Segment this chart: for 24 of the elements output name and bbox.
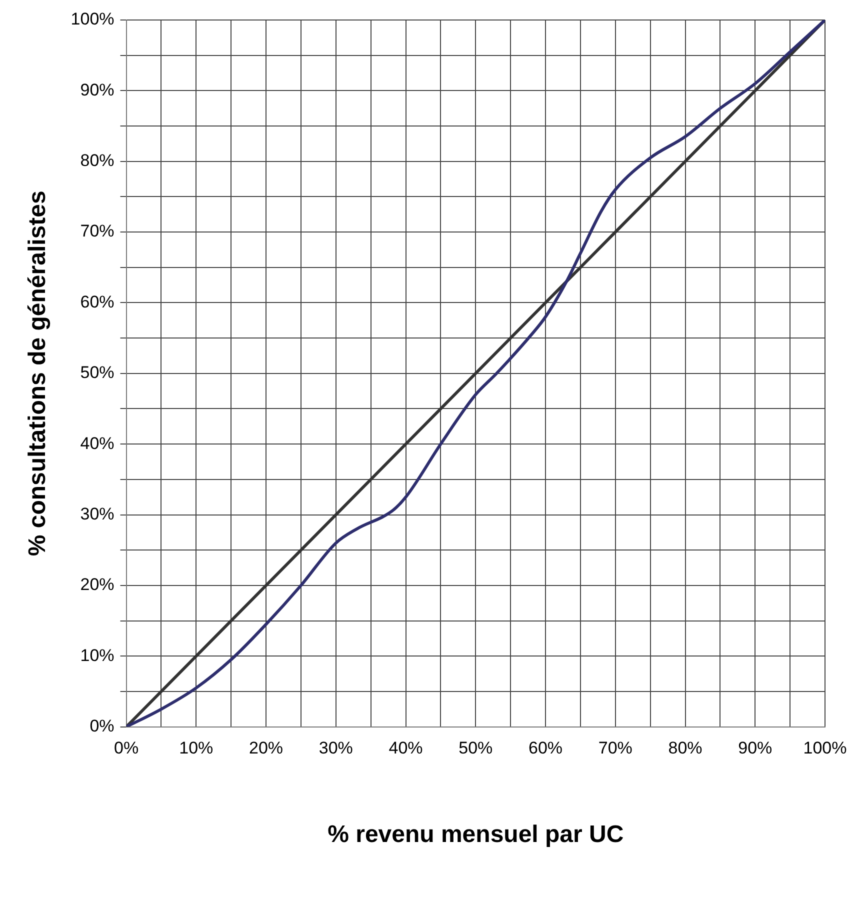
x-tick-label: 40% — [388, 738, 423, 758]
y-tick-label: 20% — [80, 575, 114, 594]
y-tick-label: 10% — [80, 646, 114, 665]
y-tick-label: 70% — [80, 222, 114, 241]
y-tick-label: 50% — [80, 363, 114, 382]
y-tick-label: 60% — [80, 292, 114, 312]
x-tick-label: 90% — [738, 738, 772, 758]
x-tick-label: 10% — [179, 738, 214, 758]
x-tick-label: 30% — [318, 738, 353, 758]
x-tick-label: 80% — [668, 738, 702, 758]
y-tick-label: 80% — [80, 151, 114, 170]
x-axis-title: % revenu mensuel par UC — [328, 821, 624, 848]
y-tick-label: 30% — [80, 504, 114, 524]
x-tick-label: 50% — [458, 738, 493, 758]
y-tick-label: 40% — [80, 434, 114, 453]
y-tick-label: 90% — [80, 80, 114, 100]
x-tick-label: 20% — [249, 738, 284, 758]
x-tick-label: 0% — [114, 738, 139, 758]
y-axis-title: % consultations de généralistes — [24, 190, 52, 556]
y-tick-label: 100% — [70, 10, 114, 29]
x-tick-label: 100% — [803, 738, 847, 758]
y-tick-label: 0% — [90, 716, 114, 736]
x-tick-label: 70% — [598, 738, 632, 758]
x-tick-label: 60% — [528, 738, 563, 758]
